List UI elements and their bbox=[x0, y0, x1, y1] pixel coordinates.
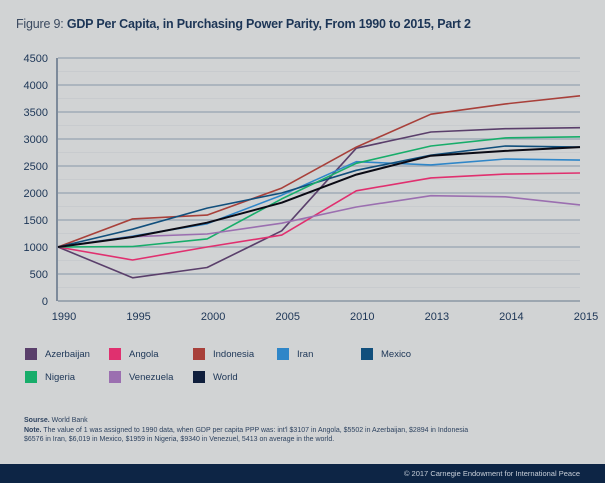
legend-item-angola: Angola bbox=[109, 348, 193, 360]
y-tick-label: 4000 bbox=[24, 80, 48, 92]
y-tick-label: 1000 bbox=[24, 242, 48, 254]
legend-swatch bbox=[109, 371, 121, 383]
note-text-2: $6576 in Iran, $6,019 in Mexico, $1959 i… bbox=[24, 436, 335, 443]
y-tick-label: 500 bbox=[30, 269, 48, 281]
line-chart: 0 500 1000 1500 2000 2500 3000 3500 4000 4500 199… bbox=[24, 53, 599, 323]
legend-item-mexico: Mexico bbox=[361, 348, 445, 360]
legend-label: Mexico bbox=[381, 348, 412, 360]
x-tick-label: 2014 bbox=[499, 311, 523, 323]
source-label: Sourse. bbox=[24, 417, 50, 424]
series-line-venezuela bbox=[57, 194, 581, 248]
x-axis-ticks: 1990 1995 2000 2005 2010 2013 2014 2015 bbox=[52, 311, 598, 323]
legend-item-indonesia: Indonesia bbox=[193, 348, 277, 360]
x-tick-label: 2010 bbox=[350, 311, 374, 323]
source-line: Sourse. World Bank bbox=[24, 416, 594, 426]
x-tick-label: 2000 bbox=[201, 311, 225, 323]
legend-swatch bbox=[25, 348, 37, 360]
legend-item-azerbaijan: Azerbaijan bbox=[25, 348, 109, 360]
series-line-indonesia bbox=[57, 95, 581, 248]
note-line: Note. The value of 1 was assigned to 199… bbox=[24, 426, 594, 436]
series-line-nigeria bbox=[57, 136, 581, 248]
legend-swatch bbox=[361, 348, 373, 360]
source-text: World Bank bbox=[49, 417, 88, 424]
x-tick-label: 1990 bbox=[52, 311, 76, 323]
y-tick-label: 1500 bbox=[24, 215, 48, 227]
x-tick-label: 1995 bbox=[126, 311, 150, 323]
note-label: Note. bbox=[24, 426, 42, 434]
legend: Azerbaijan Angola Indonesia Iran Mexico Niger… bbox=[25, 348, 445, 383]
legend-swatch bbox=[193, 348, 205, 360]
x-tick-label: 2013 bbox=[425, 311, 449, 323]
legend-swatch bbox=[25, 371, 37, 383]
legend-label: Indonesia bbox=[213, 348, 255, 360]
note-text-1: The value of 1 was assigned to 1990 data… bbox=[41, 426, 469, 434]
y-tick-label: 3500 bbox=[24, 107, 48, 119]
legend-swatch bbox=[109, 348, 121, 360]
series-line-angola bbox=[57, 172, 581, 261]
footer: © 2017 Carnegie Endowment for Internatio… bbox=[0, 464, 605, 483]
y-tick-label: 2000 bbox=[24, 188, 48, 200]
series-line-world bbox=[57, 146, 581, 248]
x-tick-label: 2005 bbox=[275, 311, 299, 323]
legend-label: World bbox=[213, 371, 238, 383]
chart-notes: Sourse. World Bank Note. The value of 1 … bbox=[24, 416, 594, 445]
legend-swatch bbox=[277, 348, 289, 360]
legend-label: Venezuela bbox=[129, 371, 174, 383]
legend-item-iran: Iran bbox=[277, 348, 361, 360]
legend-item-world: World bbox=[193, 371, 277, 383]
series-lines bbox=[57, 95, 581, 279]
legend-item-nigeria: Nigeria bbox=[25, 371, 109, 383]
y-tick-label: 3000 bbox=[24, 134, 48, 146]
chart-title: GDP Per Capita, in Purchasing Power Pari… bbox=[66, 17, 471, 31]
gridlines bbox=[58, 57, 580, 302]
copyright: © 2017 Carnegie Endowment for Internatio… bbox=[403, 469, 580, 478]
y-tick-label: 0 bbox=[42, 296, 48, 308]
y-tick-label: 2500 bbox=[24, 161, 48, 173]
legend-label: Nigeria bbox=[45, 371, 76, 383]
legend-label: Angola bbox=[129, 348, 159, 360]
y-axis-ticks: 0 500 1000 1500 2000 2500 3000 3500 4000 4500 bbox=[24, 53, 48, 308]
x-tick-label: 2015 bbox=[574, 311, 598, 323]
figure-number: Figure 9: bbox=[16, 17, 67, 31]
legend-label: Azerbaijan bbox=[45, 348, 90, 360]
figure-title: Figure 9: GDP Per Capita, in Purchasing … bbox=[16, 17, 471, 31]
legend-label: Iran bbox=[297, 348, 314, 360]
y-tick-label: 4500 bbox=[24, 53, 48, 65]
legend-swatch bbox=[193, 371, 205, 383]
legend-item-venezuela: Venezuela bbox=[109, 371, 193, 383]
